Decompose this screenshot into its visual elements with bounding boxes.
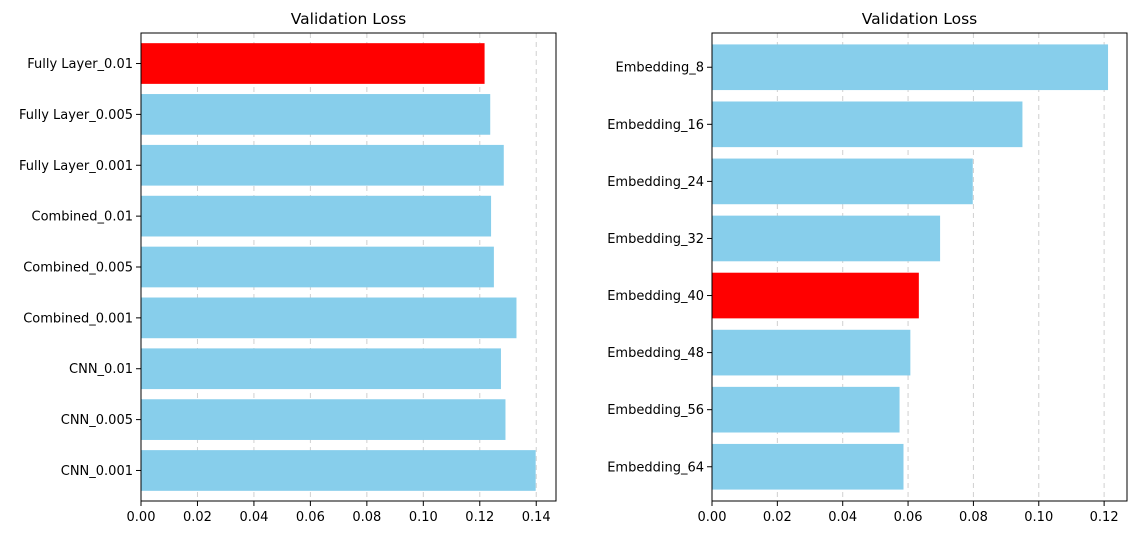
x-tick-label: 0.12 (465, 510, 494, 525)
x-tick-label: 0.10 (409, 510, 438, 525)
y-tick-label: Combined_0.01 (32, 210, 134, 225)
bar (712, 158, 973, 205)
x-tick-label: 0.04 (828, 510, 857, 525)
y-tick-label: Embedding_64 (607, 460, 704, 475)
y-tick-label: Fully Layer_0.01 (27, 57, 133, 72)
bar (141, 94, 491, 135)
bar (141, 246, 494, 288)
axes-frame (711, 32, 1128, 502)
y-tick-label: Fully Layer_0.001 (19, 159, 133, 174)
x-tick-label: 0.08 (352, 510, 381, 525)
y-tick-label: Combined_0.005 (23, 261, 133, 276)
x-tick-label: 0.06 (296, 510, 325, 525)
y-tick-label: Embedding_56 (607, 403, 704, 418)
y-tick-label: Embedding_32 (607, 232, 704, 247)
bar (712, 443, 904, 490)
x-tick-label: 0.06 (894, 510, 923, 525)
y-tick-label: CNN_0.01 (69, 362, 133, 377)
y-tick-label: CNN_0.001 (61, 464, 133, 479)
x-tick-label: 0.04 (239, 510, 268, 525)
bar (141, 43, 485, 84)
x-tick-label: 0.12 (1090, 510, 1119, 525)
bar (141, 297, 517, 339)
y-tick-label: Embedding_24 (607, 175, 704, 190)
bar (141, 399, 506, 440)
bar (141, 144, 504, 186)
bar (712, 386, 900, 433)
x-tick-label: 0.08 (959, 510, 988, 525)
y-tick-label: Combined_0.001 (23, 311, 133, 326)
bar (141, 348, 501, 390)
x-tick-label: 0.02 (763, 510, 792, 525)
x-tick-label: 0.14 (522, 510, 551, 525)
bar (141, 450, 536, 491)
bar (712, 215, 941, 262)
y-tick-label: Embedding_48 (607, 346, 704, 361)
y-tick-label: Embedding_8 (615, 61, 704, 76)
chart-title: Validation Loss (862, 10, 977, 28)
x-tick-label: 0.00 (698, 510, 727, 525)
y-tick-label: Embedding_16 (607, 118, 704, 133)
subplot-1: 0.00 0.02 0.04 0.06 0.08 0.10 0.12 0.14 Fully La… (19, 10, 557, 525)
bar (141, 195, 492, 237)
x-tick-label: 0.02 (183, 510, 212, 525)
bar (712, 329, 911, 376)
subplot-2: 0.00 0.02 0.04 0.06 0.08 0.10 0.12 Embedding_8 E… (607, 10, 1128, 525)
y-tick-label: Fully Layer_0.005 (19, 108, 133, 123)
y-tick-label: Embedding_40 (607, 289, 704, 304)
bar (712, 44, 1109, 91)
x-tick-label: 0.00 (127, 510, 156, 525)
bar (712, 272, 919, 319)
chart-title: Validation Loss (291, 10, 406, 28)
bar (712, 101, 1023, 148)
y-tick-label: CNN_0.005 (61, 413, 133, 428)
x-tick-label: 0.10 (1024, 510, 1053, 525)
